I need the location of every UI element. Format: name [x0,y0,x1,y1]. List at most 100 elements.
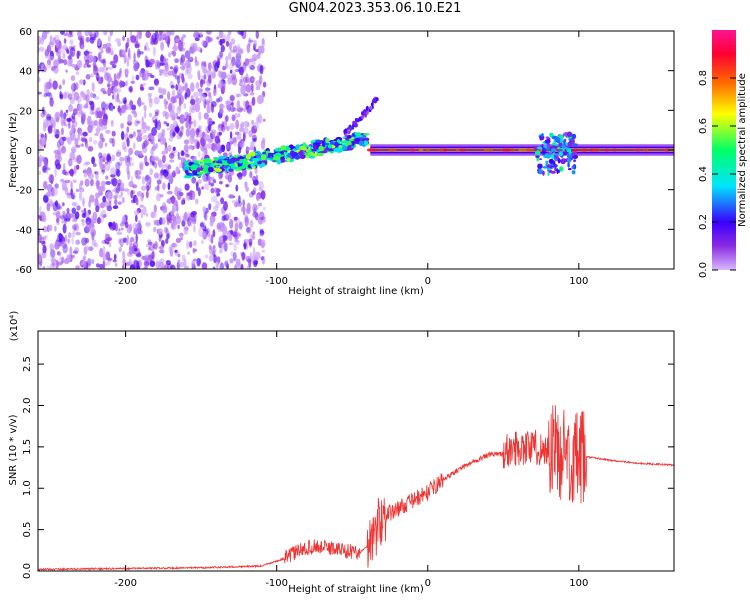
noise-speckle [114,186,119,193]
noise-speckle [76,71,80,76]
noise-speckle [117,105,121,112]
noise-speckle [245,207,251,215]
noise-speckle [249,233,253,239]
noise-speckle [243,107,247,113]
noise-speckle [88,31,93,37]
noise-speckle [64,179,71,184]
noise-speckle [236,58,243,65]
noise-speckle [262,206,266,211]
burst-mark [542,170,545,176]
burst-mark [539,158,542,161]
noise-speckle [78,50,81,57]
noise-speckle [168,102,173,113]
noise-speckle [54,167,57,178]
noise-speckle [141,142,146,150]
burst-mark [543,145,548,149]
noise-speckle [64,218,68,222]
noise-speckle [111,154,116,162]
noise-speckle [174,58,180,64]
noise-speckle [160,41,165,51]
noise-speckle [57,147,63,155]
noise-speckle [150,135,155,141]
noise-speckle [191,176,197,184]
noise-speckle [211,248,217,254]
noise-speckle [97,76,104,85]
x-tick-label: -200 [114,276,137,287]
noise-speckle [136,191,143,197]
noise-speckle [85,74,91,80]
noise-speckle [84,237,90,244]
noise-speckle [93,139,98,145]
noise-speckle [163,121,167,125]
noise-speckle [194,37,200,42]
noise-speckle [150,75,155,78]
noise-speckle [42,226,49,233]
noise-speckle [172,131,176,137]
carrier-mark [502,148,512,152]
noise-speckle [223,242,228,252]
noise-speckle [177,224,180,230]
branch-mark [354,123,358,128]
noise-speckle [204,254,209,259]
noise-speckle [193,156,197,162]
noise-speckle [81,212,87,218]
noise-speckle [78,109,83,115]
colorbar-scale [712,30,736,270]
noise-speckle [181,254,186,262]
burst-mark [559,138,564,143]
noise-speckle [46,167,51,171]
noise-speckle [188,56,194,60]
noise-speckle [65,109,69,113]
noise-speckle [226,74,232,80]
noise-speckle [120,104,126,114]
band-mark [284,156,289,159]
noise-speckle [119,49,122,58]
band-mark [298,151,302,156]
noise-speckle [97,51,102,62]
band-mark [362,133,370,136]
noise-speckle [47,62,51,66]
noise-speckle [134,150,141,156]
noise-speckle [117,98,121,103]
noise-speckle [124,155,128,163]
noise-speckle [240,206,246,213]
noise-speckle [180,150,185,157]
noise-speckle [83,162,89,167]
noise-speckle [141,176,146,185]
noise-speckle [237,93,242,97]
noise-speckle [212,229,216,238]
noise-speckle [85,223,91,233]
noise-speckle [180,126,184,130]
noise-speckle [184,82,188,92]
noise-speckle [46,265,50,269]
noise-speckle [105,42,112,48]
noise-speckle [193,119,197,128]
noise-speckle [119,70,122,78]
noise-speckle [239,140,245,148]
noise-speckle [221,124,226,133]
noise-speckle [72,179,77,183]
noise-speckle [156,179,162,185]
noise-speckle [137,251,141,257]
burst-mark [536,146,543,150]
noise-speckle [213,205,219,212]
noise-speckle [178,41,184,52]
noise-speckle [166,190,173,195]
band-mark [183,166,190,171]
noise-speckle [258,211,265,221]
noise-speckle [234,264,237,269]
noise-speckle [84,161,91,165]
noise-speckle [54,183,59,189]
noise-speckle [80,44,86,50]
spectrogram-marks [38,31,674,269]
noise-speckle [115,38,121,43]
noise-speckle [110,78,113,83]
noise-speckle [170,96,177,103]
noise-speckle [186,64,192,74]
noise-speckle [128,147,134,156]
noise-speckle [214,135,220,144]
noise-speckle [225,40,230,47]
noise-speckle [172,50,177,57]
branch-mark [358,116,362,121]
carrier-mark [526,148,535,152]
